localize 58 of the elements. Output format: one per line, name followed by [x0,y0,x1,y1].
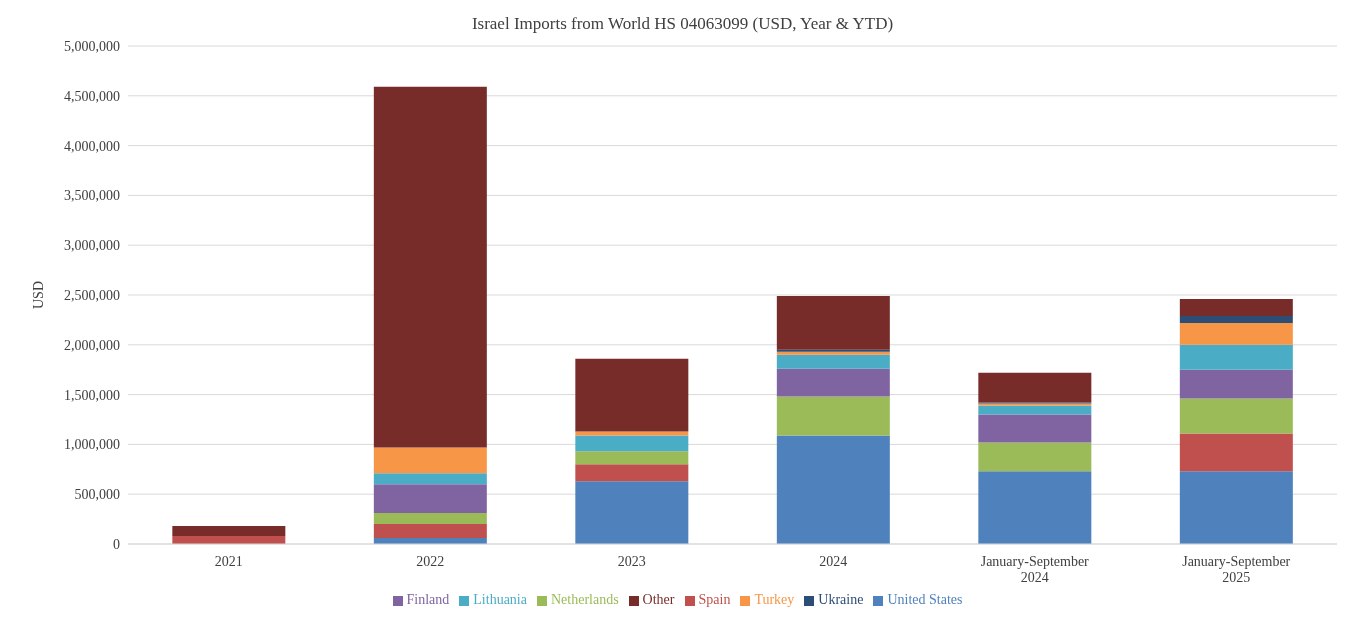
bar [575,481,689,544]
bar [373,447,487,474]
y-tick-label: 5,000,000 [64,38,120,54]
x-tick-label: January-September 2024 [980,554,1090,585]
y-tick-label: 2,500,000 [64,287,120,303]
y-tick-label: 0 [113,536,120,552]
bar [776,296,890,350]
bar [776,368,890,397]
bar [978,372,1092,403]
bar [776,396,890,436]
chart-title: Israel Imports from World HS 04063099 (USD, Year & YTD) [470,14,895,34]
y-tick-label: 1,000,000 [64,437,120,453]
bar [1179,471,1293,544]
bar [1179,322,1293,345]
y-tick-label: 1,500,000 [64,387,120,403]
bar [373,524,487,539]
bar [1179,398,1293,434]
bar [575,358,689,432]
bar [575,435,689,452]
bar [978,471,1092,544]
bar [776,435,890,544]
y-tick-label: 4,000,000 [64,138,120,154]
bar [776,354,890,369]
y-tick-label: 500,000 [74,487,120,503]
bar [1179,315,1293,323]
legend-label: Netherlands [550,592,619,607]
x-tick-label: 2024 [819,554,848,569]
legend-label: United States [887,592,963,607]
legend-label: Other [642,592,675,607]
legend-label: Finland [406,592,450,607]
x-tick-label: 2021 [214,554,243,569]
legend-label: Lithuania [473,592,527,607]
x-tick-label: January-September 2025 [1182,554,1291,585]
legend-label: Spain [698,592,731,607]
bar [1179,369,1293,399]
bar [373,484,487,514]
bar [172,526,286,537]
y-tick-label: 3,500,000 [64,188,120,204]
bar [1179,344,1293,370]
y-tick-label: 2,000,000 [64,337,120,353]
bar [575,451,689,465]
y-tick-label: 4,500,000 [64,88,120,104]
bar [978,414,1092,443]
legend-label: Turkey [754,592,795,607]
bar [373,473,487,485]
bar [575,431,689,436]
bar [1179,433,1293,472]
bar [373,86,487,448]
bar [1179,298,1293,316]
y-tick-label: 3,000,000 [64,238,120,254]
bar [978,405,1092,415]
x-tick-label: 2022 [416,554,445,569]
x-tick-label: 2023 [617,554,646,569]
legend-label: Ukraine [818,592,864,607]
bar [575,464,689,482]
bar [978,442,1092,472]
y-axis-title: USD [30,280,46,310]
bar [373,513,487,525]
